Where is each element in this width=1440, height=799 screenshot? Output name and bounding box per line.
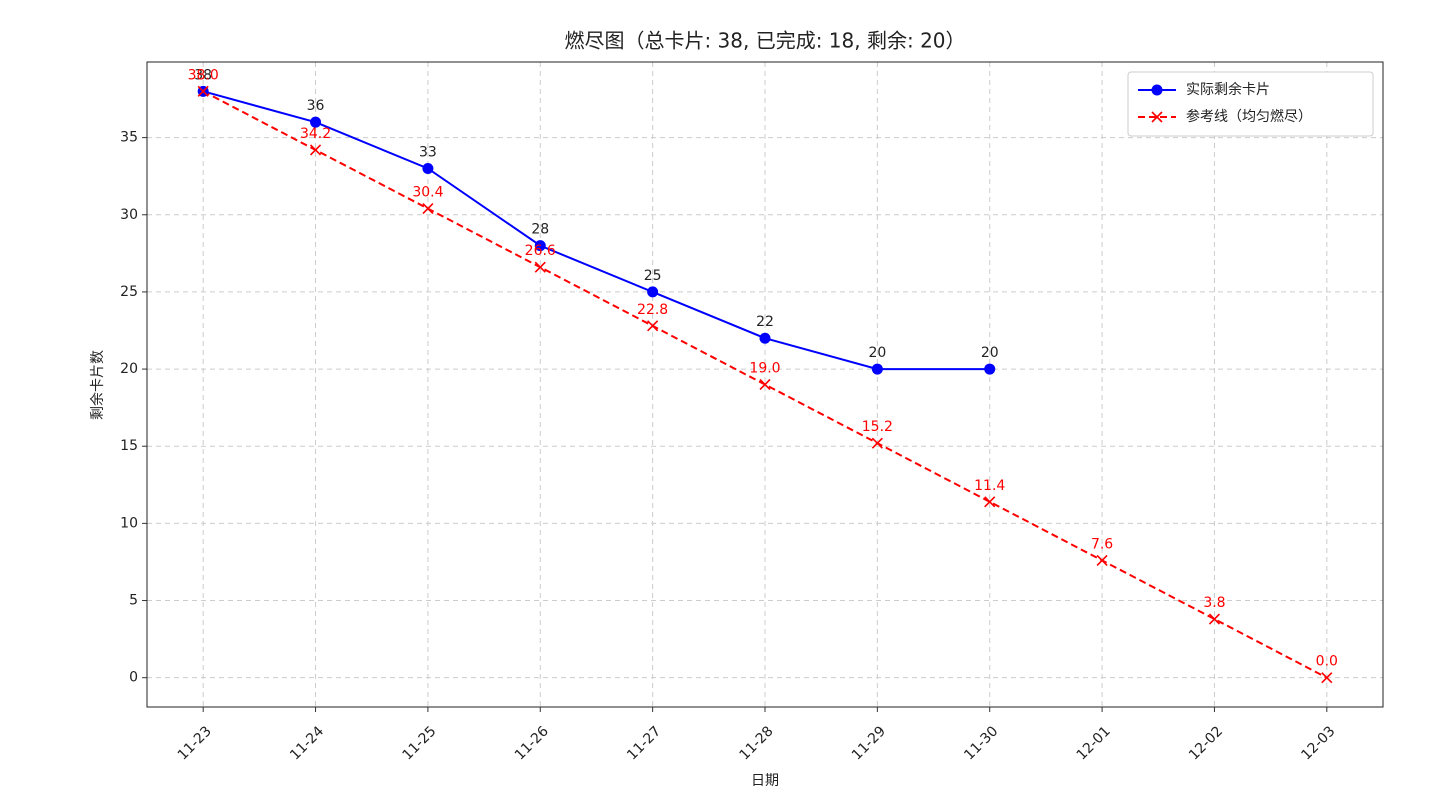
x-tick-label: 12-02 xyxy=(1186,723,1226,763)
x-tick-label: 11-27 xyxy=(624,723,664,763)
y-axis-label: 剩余卡片数 xyxy=(89,350,106,420)
y-tick-label: 15 xyxy=(120,438,138,454)
x-tick-label: 12-01 xyxy=(1074,723,1114,763)
data-label: 22.8 xyxy=(637,302,668,318)
data-label: 38.0 xyxy=(188,67,219,83)
marker xyxy=(1208,613,1221,625)
marker xyxy=(984,496,996,508)
data-label: 15.2 xyxy=(862,419,893,435)
data-label: 3.8 xyxy=(1203,595,1225,611)
marker xyxy=(984,363,996,375)
plot-frame xyxy=(146,61,1384,708)
marker xyxy=(647,286,659,298)
y-tick-label: 30 xyxy=(120,207,138,223)
marker xyxy=(1321,672,1333,684)
y-tick-label: 25 xyxy=(120,284,138,300)
x-axis-label: 日期 xyxy=(751,773,779,789)
marker xyxy=(310,116,322,128)
marker xyxy=(871,437,883,449)
data-label: 34.2 xyxy=(300,126,331,142)
data-label: 22 xyxy=(756,314,774,330)
data-label: 33 xyxy=(419,144,437,160)
x-tick-label: 11-24 xyxy=(287,723,327,763)
data-label: 0.0 xyxy=(1316,654,1338,670)
data-label: 19.0 xyxy=(749,361,780,377)
x-tick-label: 11-29 xyxy=(849,723,889,763)
marker xyxy=(309,144,322,156)
data-label: 7.6 xyxy=(1091,536,1113,552)
y-tick-label: 10 xyxy=(120,515,138,531)
marker xyxy=(759,332,771,344)
x-tick-label: 12-03 xyxy=(1298,723,1338,763)
data-label: 26.6 xyxy=(525,243,556,259)
data-label: 11.4 xyxy=(974,478,1005,494)
data-label: 20 xyxy=(868,345,886,361)
data-label: 28 xyxy=(531,222,549,238)
marker xyxy=(534,261,546,273)
x-tick-label: 11-26 xyxy=(512,723,552,763)
data-label: 36 xyxy=(307,98,325,114)
x-tick-label: 11-28 xyxy=(737,723,777,763)
data-label: 25 xyxy=(644,268,662,284)
marker xyxy=(534,240,546,252)
marker xyxy=(422,203,434,215)
y-tick-label: 5 xyxy=(129,593,138,609)
series-line xyxy=(202,90,990,371)
legend-label: 参考线（均匀燃尽） xyxy=(1186,108,1312,125)
marker xyxy=(197,85,209,97)
data-label: 38 xyxy=(194,67,212,83)
marker xyxy=(422,162,434,174)
x-tick-label: 11-25 xyxy=(399,723,439,763)
x-tick-label: 11-23 xyxy=(175,723,215,763)
legend-marker xyxy=(1151,111,1163,123)
y-tick-label: 20 xyxy=(120,361,138,377)
marker xyxy=(1096,554,1108,566)
marker xyxy=(759,378,771,391)
legend-marker xyxy=(1151,84,1163,96)
y-tick-label: 35 xyxy=(120,130,138,146)
chart-title: 燃尽图（总卡片: 38, 已完成: 18, 剩余: 20） xyxy=(564,29,965,53)
marker xyxy=(647,320,659,332)
x-tick-label: 11-30 xyxy=(961,723,1001,763)
data-label: 30.4 xyxy=(412,185,443,201)
data-label: 20 xyxy=(981,345,999,361)
marker xyxy=(871,363,883,375)
legend-label: 实际剩余卡片 xyxy=(1186,81,1270,98)
legend-box xyxy=(1127,71,1374,137)
y-tick-label: 0 xyxy=(129,670,138,686)
